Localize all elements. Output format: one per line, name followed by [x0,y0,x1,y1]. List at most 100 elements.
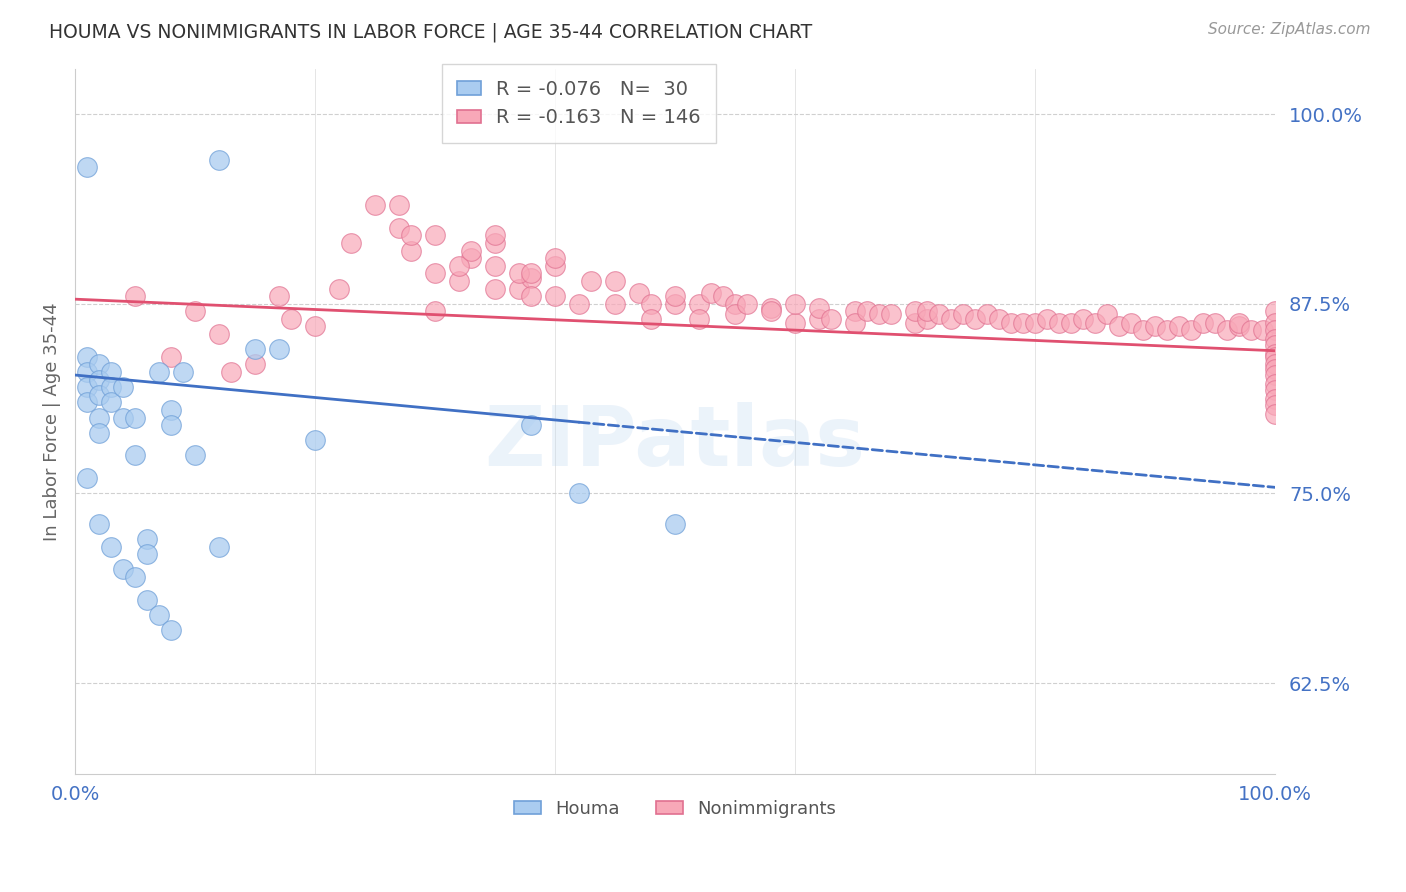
Point [423,228,446,243]
Point [820,312,842,326]
Point [844,317,866,331]
Point [844,304,866,318]
Point [1264,304,1286,318]
Point [460,244,482,258]
Point [1168,319,1191,334]
Point [76,365,98,379]
Point [1227,317,1250,331]
Point [1216,322,1239,336]
Point [928,307,950,321]
Point [1240,322,1263,336]
Point [520,289,543,303]
Point [724,296,747,310]
Point [568,486,591,500]
Point [1012,317,1035,331]
Point [1084,317,1107,331]
Point [484,228,506,243]
Point [1264,337,1286,351]
Point [724,307,747,321]
Text: HOUMA VS NONIMMIGRANTS IN LABOR FORCE | AGE 35-44 CORRELATION CHART: HOUMA VS NONIMMIGRANTS IN LABOR FORCE | … [49,22,813,42]
Point [1071,312,1094,326]
Point [364,198,387,212]
Point [1108,319,1130,334]
Point [1264,332,1286,346]
Point [219,365,242,379]
Point [688,296,710,310]
Point [160,623,183,637]
Point [603,296,626,310]
Point [1264,358,1286,372]
Point [1143,319,1166,334]
Point [856,304,879,318]
Point [304,434,326,448]
Point [460,251,482,265]
Point [328,281,350,295]
Point [664,296,686,310]
Point [100,540,122,554]
Point [111,562,134,576]
Point [1119,317,1142,331]
Point [1024,317,1046,331]
Point [520,418,543,433]
Point [1264,350,1286,364]
Point [904,317,927,331]
Point [136,592,159,607]
Point [76,350,98,364]
Point [76,380,98,394]
Point [544,289,567,303]
Point [1264,383,1286,397]
Point [87,516,110,531]
Point [340,235,363,250]
Point [76,160,98,174]
Point [640,312,662,326]
Point [1036,312,1059,326]
Point [423,266,446,280]
Point [688,312,710,326]
Point [111,380,134,394]
Point [508,281,530,295]
Point [267,289,290,303]
Point [148,365,170,379]
Point [87,410,110,425]
Point [808,301,831,316]
Point [880,307,903,321]
Point [87,388,110,402]
Point [1264,362,1286,376]
Point [603,274,626,288]
Point [952,307,974,321]
Point [484,281,506,295]
Point [1000,317,1022,331]
Point [124,449,146,463]
Point [304,319,326,334]
Point [1264,317,1286,331]
Point [243,358,266,372]
Point [759,301,782,316]
Point [904,304,927,318]
Point [280,312,302,326]
Point [148,607,170,622]
Point [1156,322,1178,336]
Point [735,296,758,310]
Point [1060,317,1083,331]
Point [184,304,207,318]
Point [136,797,159,812]
Point [1132,322,1154,336]
Point [484,259,506,273]
Point [423,304,446,318]
Point [759,304,782,318]
Point [520,266,543,280]
Point [160,403,183,417]
Text: Source: ZipAtlas.com: Source: ZipAtlas.com [1208,22,1371,37]
Point [1180,322,1202,336]
Point [627,286,650,301]
Point [447,274,470,288]
Point [76,395,98,409]
Y-axis label: In Labor Force | Age 35-44: In Labor Force | Age 35-44 [44,302,60,541]
Point [976,307,998,321]
Point [160,350,183,364]
Point [915,312,938,326]
Point [136,532,159,546]
Point [1264,392,1286,407]
Point [267,343,290,357]
Point [783,296,806,310]
